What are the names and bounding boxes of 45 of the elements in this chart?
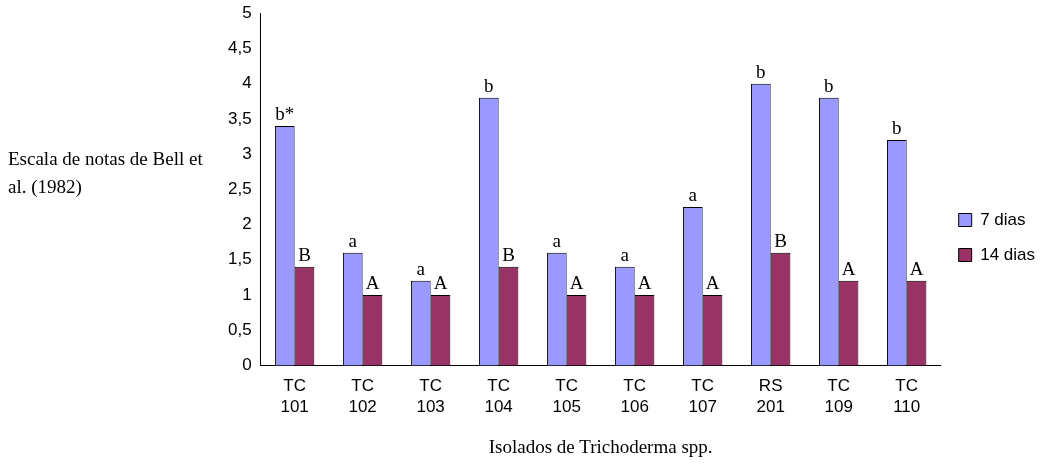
annotation: b [824, 75, 834, 97]
annotation: A [365, 272, 380, 294]
annotation: A [841, 258, 856, 280]
x-tick-label: TC 109 [824, 376, 853, 416]
annotation: b* [275, 103, 295, 125]
x-tick-label: TC 103 [416, 376, 445, 416]
annotation: b [892, 117, 902, 139]
annotation: A [705, 272, 720, 294]
annotation: A [433, 272, 448, 294]
y-tick-label: 2 [242, 214, 252, 234]
y-tick-label: 0,5 [227, 319, 252, 339]
annotation: B [774, 230, 787, 252]
x-tick-label: TC 102 [348, 376, 377, 416]
annotation: A [569, 272, 584, 294]
annotation: a [348, 230, 358, 252]
y-tick-label: 2,5 [227, 178, 252, 198]
annotation: A [637, 272, 652, 294]
y-tick-label: 1 [242, 284, 252, 304]
annotation: b [756, 61, 766, 83]
legend-label: 14 dias [980, 244, 1036, 264]
x-axis-title: Isolados de Trichoderma spp. [488, 435, 713, 457]
y-axis-title: Escala de notas de Bell et al. (1982) [8, 147, 204, 199]
annotation: B [298, 244, 311, 266]
y-tick-label: 4,5 [227, 38, 252, 58]
x-tick-label: TC 104 [484, 376, 513, 416]
x-tick-label: TC 105 [552, 376, 581, 416]
y-tick-label: 3,5 [227, 108, 252, 128]
annotation: B [502, 244, 515, 266]
x-tick-label: TC 110 [893, 376, 921, 416]
annotation: a [416, 258, 426, 280]
annotation: b [484, 75, 494, 97]
x-tick-label: TC 107 [688, 376, 717, 416]
x-tick-label: TC 101 [280, 376, 309, 416]
annotation: a [620, 244, 630, 266]
y-tick-label: 1,5 [227, 249, 252, 269]
y-tick-label: 3 [242, 143, 252, 163]
x-tick-label: RS 201 [756, 376, 785, 416]
y-tick-label: 5 [242, 2, 252, 22]
annotation: a [688, 184, 698, 206]
legend-label: 7 dias [980, 209, 1026, 229]
annotation: A [909, 258, 924, 280]
y-tick-label: 0 [242, 355, 252, 375]
annotation: a [552, 230, 562, 252]
y-tick-label: 4 [242, 73, 252, 93]
x-tick-label: TC 106 [620, 376, 649, 416]
